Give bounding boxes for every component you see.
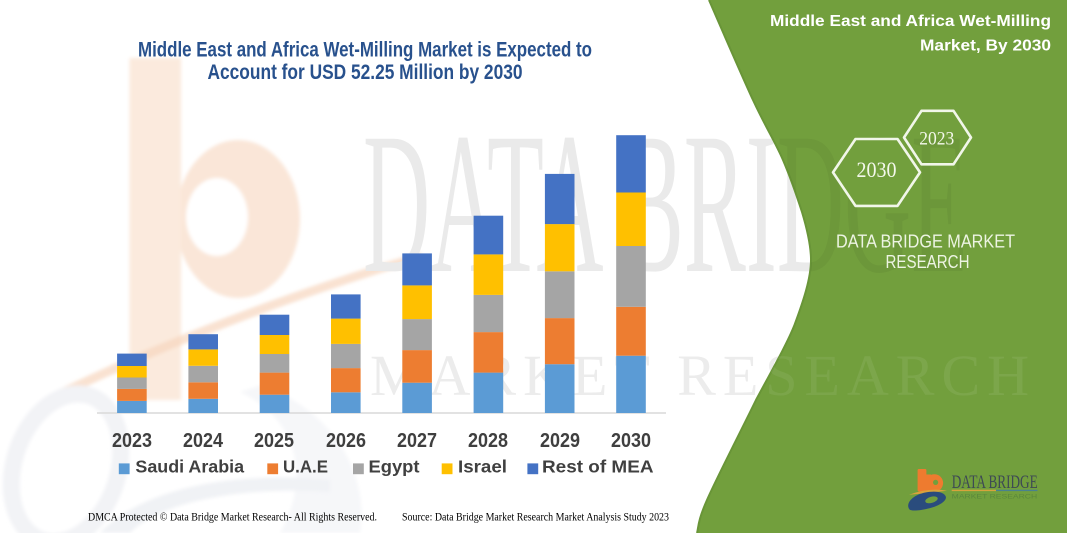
svg-text:Middle East and Africa Wet-Mil: Middle East and Africa Wet-Milling — [770, 13, 1051, 30]
svg-text:2027: 2027 — [397, 430, 437, 452]
svg-text:DMCA Protected © Data Bridge M: DMCA Protected © Data Bridge Market Rese… — [88, 509, 377, 523]
svg-text:MARKET RESEARCH: MARKET RESEARCH — [952, 493, 1038, 500]
svg-text:2025: 2025 — [254, 430, 294, 452]
svg-text:2026: 2026 — [326, 430, 366, 452]
svg-text:2023: 2023 — [112, 430, 152, 452]
svg-text:DATA BRIDGE: DATA BRIDGE — [952, 473, 1038, 493]
svg-text:Egypt: Egypt — [369, 456, 420, 476]
svg-text:Rest of MEA: Rest of MEA — [542, 456, 654, 476]
svg-text:2030: 2030 — [857, 157, 897, 182]
svg-text:Source: Data Bridge Market Res: Source: Data Bridge Market Research Mark… — [402, 509, 669, 523]
svg-text:2028: 2028 — [468, 430, 508, 452]
svg-text:2030: 2030 — [611, 430, 651, 452]
svg-text:2029: 2029 — [540, 430, 580, 452]
svg-text:Israel: Israel — [458, 456, 507, 476]
svg-text:2024: 2024 — [183, 430, 224, 452]
svg-text:RESEARCH: RESEARCH — [886, 251, 970, 272]
svg-text:Saudi Arabia: Saudi Arabia — [135, 456, 244, 476]
svg-text:Account for USD 52.25 Million: Account for USD 52.25 Million by 2030 — [208, 61, 523, 84]
svg-text:DATA BRIDGE MARKET: DATA BRIDGE MARKET — [836, 231, 1015, 252]
svg-text:Market, By 2030: Market, By 2030 — [920, 37, 1051, 54]
svg-text:Middle East and Africa Wet-Mil: Middle East and Africa Wet-Milling Marke… — [138, 38, 592, 61]
svg-text:U.A.E: U.A.E — [283, 456, 328, 476]
svg-text:2023: 2023 — [919, 128, 954, 149]
